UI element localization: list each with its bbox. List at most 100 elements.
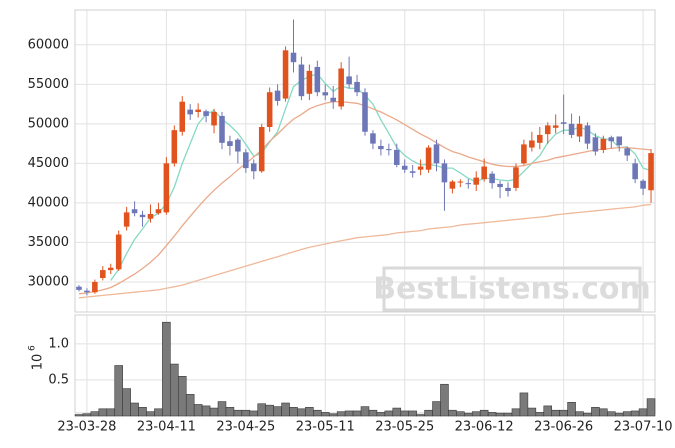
volume-bar [281, 402, 290, 417]
volume-bar [305, 407, 314, 417]
volume-bar [495, 412, 505, 417]
volume-bar [479, 409, 489, 417]
candle-body [648, 153, 654, 191]
volume-bar [130, 402, 139, 417]
volume-bar [440, 383, 449, 417]
volume-tick-label: 0.5 [48, 372, 69, 387]
candle-body [155, 209, 162, 214]
volume-bar [146, 411, 155, 417]
volume-bar [400, 410, 409, 417]
volume-bar [646, 398, 656, 417]
volume-bar [154, 408, 163, 417]
candle-body [425, 147, 432, 170]
volume-bar [416, 414, 425, 417]
candle-body [282, 50, 289, 99]
volume-bar [249, 410, 259, 417]
y-tick-label: 30000 [28, 274, 69, 289]
ma-line [110, 73, 652, 281]
volume-bar [265, 404, 274, 417]
candle-body [298, 64, 305, 97]
candle-body [481, 166, 487, 180]
candle-body [290, 52, 297, 63]
candle-body [616, 136, 623, 146]
candle-body [115, 234, 122, 270]
volume-bar [432, 401, 441, 417]
volume-bar [360, 406, 370, 417]
candle-body [235, 139, 241, 152]
y-tick-label: 60000 [28, 37, 69, 52]
volume-bar [503, 412, 513, 417]
volume-bar [170, 363, 179, 417]
volume-bar [193, 404, 203, 417]
volume-bar [599, 408, 608, 417]
volume-bar [225, 407, 235, 417]
candle-body [76, 286, 82, 290]
candle-body [529, 140, 535, 148]
volume-bar [289, 407, 298, 417]
candle-body [441, 163, 448, 183]
volume-bar [82, 413, 92, 417]
volume-bar [273, 406, 282, 417]
candle-body [489, 173, 495, 184]
candle-body [513, 167, 519, 188]
volume-bar [177, 376, 187, 417]
volume-bar [74, 414, 84, 417]
volume-bar [456, 411, 465, 417]
volume-bar [559, 409, 568, 417]
candle-body [123, 212, 130, 227]
candle-body [640, 180, 646, 189]
candle-body [537, 134, 543, 143]
y-tick-label: 50000 [28, 116, 69, 131]
watermark: BestListens.com [373, 272, 651, 307]
volume-bar [392, 407, 402, 417]
volume-bar [241, 409, 251, 417]
volume-bar [217, 401, 227, 417]
candle-body [417, 166, 424, 170]
candle-body [330, 97, 336, 102]
candle-body [449, 181, 456, 189]
volume-bar [408, 410, 417, 417]
volume-bar [209, 407, 219, 417]
candle-body [473, 177, 480, 185]
candle-body [322, 92, 329, 96]
candle-body [211, 111, 217, 126]
watermark-box [382, 266, 642, 312]
volume-bar [535, 412, 545, 417]
volume-bar [583, 412, 592, 417]
candle-body [401, 165, 408, 170]
candle-body [274, 90, 281, 101]
volume-bar [551, 409, 560, 417]
candle-body [258, 127, 265, 172]
volume-bar [607, 411, 616, 417]
candle-body [433, 144, 440, 164]
candle-body [346, 76, 352, 85]
candle-body [100, 270, 106, 279]
candle-body [250, 163, 257, 172]
candle-body [187, 109, 193, 115]
candle-body [521, 144, 527, 164]
grid [75, 10, 655, 413]
candle-body [139, 214, 146, 218]
volume-bar [122, 388, 131, 417]
candle-body [576, 123, 583, 137]
volume-bar [185, 394, 195, 417]
volume-bar [543, 405, 553, 417]
candle-body [568, 123, 575, 135]
volume-bar [114, 365, 123, 417]
candle-body [92, 281, 98, 293]
y-tick-label: 40000 [28, 195, 69, 210]
volume-bar [527, 407, 537, 417]
candle-body [370, 133, 376, 144]
candle-body [84, 290, 90, 293]
candle-body [107, 267, 114, 271]
ylabel-exponent: 6 [28, 345, 38, 351]
volume-bar [313, 409, 322, 417]
candle-body [497, 183, 503, 188]
candle-body [584, 125, 591, 144]
candle-body [505, 187, 511, 192]
candle-body [203, 111, 209, 116]
volume-bar [511, 408, 521, 417]
volume-bar [106, 408, 116, 417]
x-tick-label: 23-06-12 [455, 420, 514, 435]
